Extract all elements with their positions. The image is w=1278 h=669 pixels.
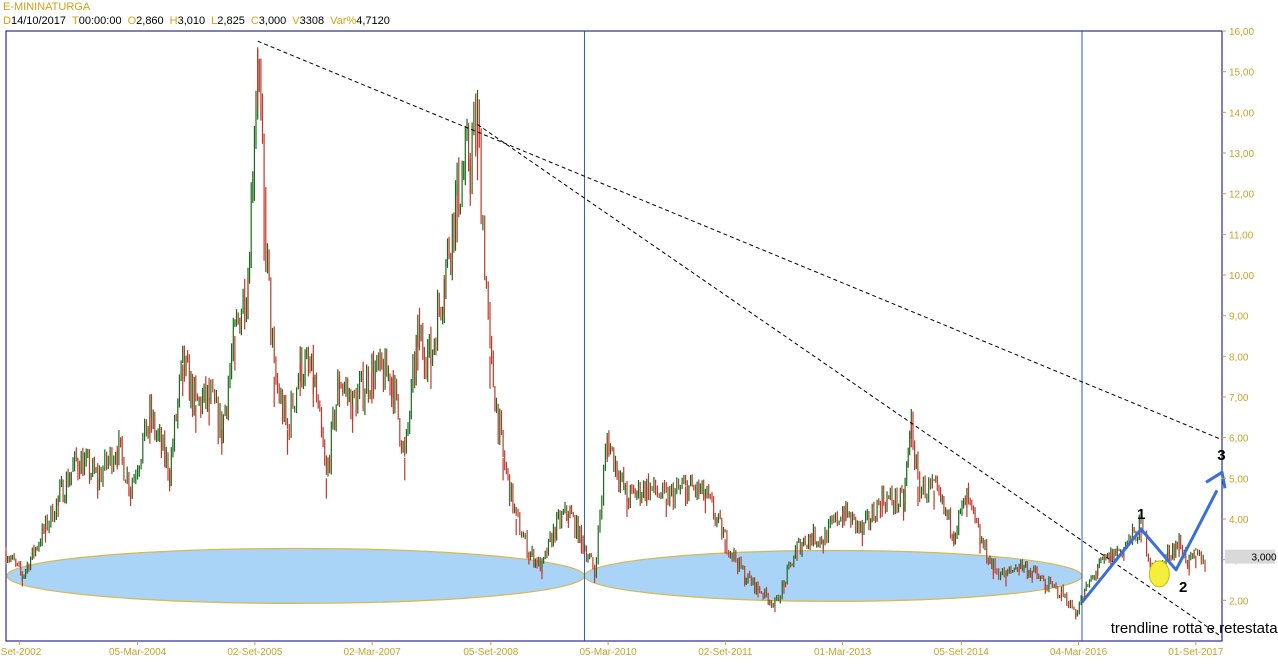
ohlc-key: O <box>127 15 137 27</box>
x-tick-label: 02-Set-2005 <box>227 647 282 658</box>
y-tick-label: 10,00 <box>1229 271 1254 282</box>
ohlc-value: 3,000 <box>258 15 287 27</box>
projected-wave-path <box>1080 489 1219 604</box>
last-price-badge <box>1225 549 1275 564</box>
ohlc-readout: D14/10/2017 T00:00:00 O2,860 H3,010 L2,825 C3… <box>3 15 396 27</box>
last-price-label: 3,000 <box>1251 553 1276 564</box>
plot-frame <box>5 30 1223 642</box>
x-tick-label: 05-Mar-2004 <box>109 647 167 658</box>
ohlc-item: T00:00:00 <box>72 15 122 27</box>
ohlc-key: L <box>211 15 218 27</box>
x-tick-label: 04-Mar-2016 <box>1050 647 1108 658</box>
y-tick-label: 16,00 <box>1229 27 1254 38</box>
arrow-head <box>1205 470 1227 489</box>
y-tick-label: 2,00 <box>1229 596 1249 607</box>
ohlc-item: D14/10/2017 <box>3 15 66 27</box>
ohlc-value: 3308 <box>299 15 325 27</box>
wave-label: 1 <box>1137 506 1145 523</box>
retest-highlight <box>1148 560 1170 588</box>
ohlc-key: T <box>72 15 79 27</box>
y-tick-label: 13,00 <box>1229 149 1254 160</box>
y-tick-label: 4,00 <box>1229 515 1249 526</box>
x-tick-label: 05-Set-2014 <box>934 647 989 658</box>
y-tick-label: 11,00 <box>1229 230 1254 241</box>
ohlc-value: 4,7120 <box>356 15 390 27</box>
y-tick-label: 9,00 <box>1229 312 1249 323</box>
ohlc-key: D <box>3 15 11 27</box>
support-zone-ellipse <box>6 547 586 604</box>
y-tick-label: 6,00 <box>1229 434 1249 445</box>
chart-title: E-MININATURGA <box>3 1 91 13</box>
y-tick-label: 7,00 <box>1229 393 1249 404</box>
y-tick-label: 8,00 <box>1229 352 1249 363</box>
ohlc-key: C <box>250 15 259 27</box>
ohlc-value: 3,010 <box>177 15 206 27</box>
trendline <box>477 124 1223 638</box>
x-tick-label: 01-Mar-2013 <box>814 647 872 658</box>
ohlc-item: Var%4,7120 <box>330 15 390 27</box>
ohlc-value: 14/10/2017 <box>10 15 67 27</box>
ohlc-value: 00:00:00 <box>78 15 122 27</box>
ohlc-item: H3,010 <box>170 15 205 27</box>
ohlc-item: L2,825 <box>211 15 245 27</box>
annotation-text: trendline rotta e retestata <box>1111 620 1278 637</box>
y-tick-label: 15,00 <box>1229 68 1254 79</box>
ohlc-key: H <box>169 15 178 27</box>
ohlc-key: V <box>292 15 300 27</box>
x-tick-label: 02-Mar-2007 <box>343 647 401 658</box>
ohlc-value: 2,860 <box>136 15 164 27</box>
x-tick-label: 02-Set-2011 <box>698 647 753 658</box>
y-tick-label: 5,00 <box>1229 474 1249 485</box>
x-tick-label: 05-Set-2008 <box>463 647 518 658</box>
ohlc-item: C3,000 <box>251 15 286 27</box>
x-tick-label: -Set-2002 <box>0 647 42 658</box>
ohlc-item: O2,860 <box>128 15 164 27</box>
y-tick-label: 14,00 <box>1229 108 1254 119</box>
trendline <box>257 40 1223 441</box>
wave-label: 2 <box>1179 579 1187 596</box>
wave-label: 3 <box>1217 447 1225 464</box>
x-tick-label: 05-Mar-2010 <box>579 647 637 658</box>
ohlc-value: 2,825 <box>217 15 245 27</box>
y-tick-label: 12,00 <box>1229 190 1254 201</box>
ohlc-item: V3308 <box>292 15 324 27</box>
ohlc-key: Var% <box>330 15 357 27</box>
x-tick-label: 01-Set-2017 <box>1168 647 1223 658</box>
